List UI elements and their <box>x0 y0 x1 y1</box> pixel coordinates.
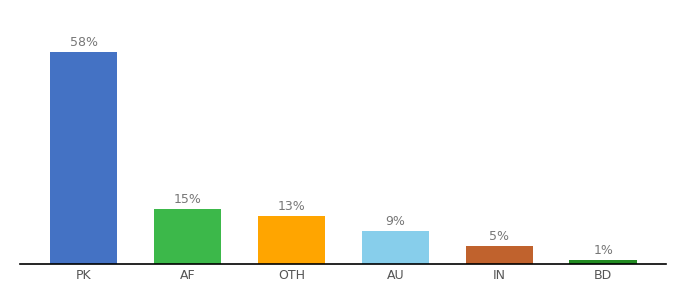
Bar <box>258 216 325 264</box>
Bar <box>466 246 533 264</box>
Text: 5%: 5% <box>490 230 509 243</box>
Bar <box>50 52 118 264</box>
Text: 58%: 58% <box>69 36 97 49</box>
Bar <box>362 231 429 264</box>
Text: 13%: 13% <box>277 200 305 214</box>
Bar <box>154 209 221 264</box>
Text: 1%: 1% <box>594 244 613 257</box>
Text: 9%: 9% <box>386 215 405 228</box>
Text: 15%: 15% <box>173 193 201 206</box>
Bar <box>569 260 637 264</box>
